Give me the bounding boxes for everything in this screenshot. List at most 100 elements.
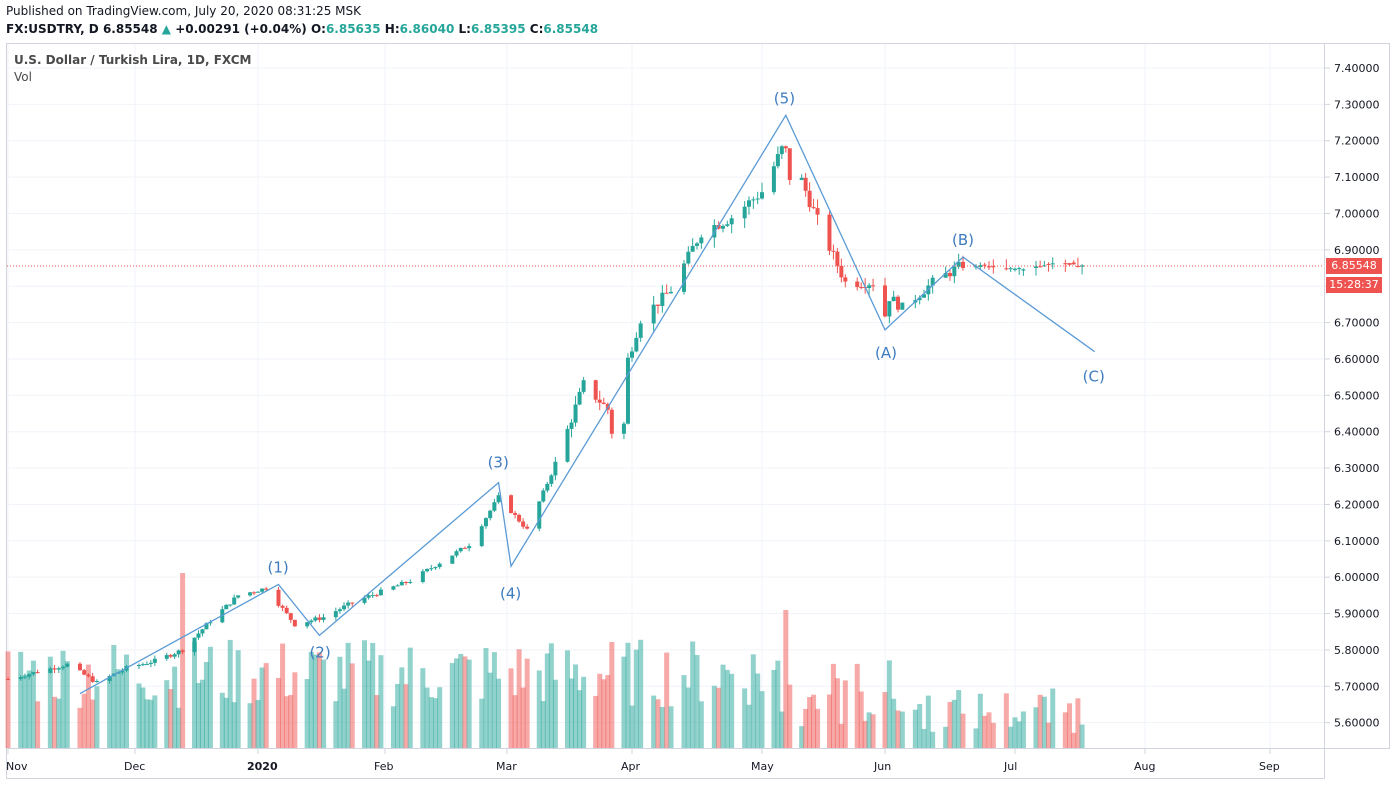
x-tick-label: Mar	[496, 760, 517, 773]
candle-body	[228, 604, 233, 606]
candle-body	[56, 668, 61, 670]
candle-body	[1063, 263, 1068, 265]
candle-body	[517, 514, 522, 522]
candle-body	[454, 551, 459, 556]
volume-bar	[462, 656, 468, 748]
time-axis[interactable]	[6, 749, 1325, 779]
volume-bar	[917, 704, 923, 748]
volume-bar	[977, 693, 983, 748]
volume-bar	[407, 647, 413, 748]
volume-bar	[973, 728, 979, 748]
volume-bar	[1016, 721, 1022, 748]
volume-bar	[870, 714, 876, 748]
candle-body	[488, 510, 493, 519]
volume-bar	[496, 678, 502, 748]
candle-body	[573, 404, 578, 423]
wave-label: (A)	[875, 344, 897, 362]
candle-body	[887, 301, 892, 317]
candle-body	[930, 277, 935, 286]
candle-body	[771, 166, 776, 193]
volume-bar	[516, 649, 522, 748]
volume-bar	[638, 639, 644, 748]
candle-body	[747, 200, 751, 207]
candle-body	[525, 526, 530, 529]
volume-bar	[609, 641, 615, 748]
candle-body	[35, 672, 40, 674]
volume-bar	[552, 679, 558, 748]
volume-bar	[943, 726, 949, 748]
candle-body	[651, 304, 656, 324]
candle-body	[18, 677, 23, 680]
candle-body	[597, 399, 602, 403]
countdown-label: 15:28:37	[1326, 277, 1382, 293]
volume-bar	[424, 687, 430, 748]
candle-body	[1042, 265, 1047, 267]
volume-bar	[349, 663, 355, 748]
volume-bar	[119, 671, 125, 748]
y-tick-label: 7.10000	[1334, 171, 1380, 184]
low-label: L:	[458, 22, 471, 36]
wave-label: (1)	[267, 558, 288, 576]
high-value: 6.86040	[399, 22, 455, 36]
volume-bar	[284, 696, 290, 748]
volume-bar	[77, 707, 83, 748]
volume-bar	[925, 695, 931, 748]
volume-bar	[52, 696, 58, 748]
candle-body	[1013, 268, 1017, 270]
volume-bar	[247, 703, 253, 748]
volume-bar	[540, 701, 546, 748]
wave-label: (B)	[952, 231, 974, 249]
candle-body	[284, 607, 289, 614]
candle-body	[634, 337, 639, 352]
change-value: +0.00291 (+0.04%)	[175, 22, 307, 36]
candle-body	[479, 526, 484, 547]
volume-bar	[775, 660, 781, 748]
x-tick-label: Nov	[6, 760, 28, 773]
volume-bar	[685, 687, 691, 748]
candle-body	[577, 391, 582, 405]
volume-bar	[1041, 696, 1047, 748]
volume-bar	[512, 695, 518, 748]
candle-body	[690, 245, 695, 252]
volume-bar	[544, 653, 550, 748]
volume-bar	[1003, 693, 1009, 748]
candle-body	[716, 225, 721, 229]
candle-body	[509, 495, 514, 514]
candle-body	[200, 629, 205, 634]
volume-bar	[956, 690, 962, 748]
candle-body	[1080, 265, 1085, 267]
candle-body	[292, 619, 297, 627]
candle-body	[896, 296, 900, 310]
plot-area[interactable]	[6, 43, 1325, 749]
candle-body	[987, 266, 991, 268]
volume-bar	[746, 704, 752, 748]
candle-body	[760, 192, 764, 199]
candle-body	[264, 588, 269, 590]
volume-bar	[152, 695, 158, 748]
candle-body	[317, 617, 322, 620]
volume-bar	[304, 679, 310, 748]
wave-label: (2)	[309, 643, 330, 661]
y-tick-label: 6.30000	[1334, 462, 1380, 475]
close-label: C:	[529, 22, 544, 36]
volume-bar	[176, 707, 182, 748]
x-tick-label: Feb	[374, 760, 393, 773]
candle-body	[593, 380, 598, 400]
y-tick-label: 7.40000	[1334, 62, 1380, 75]
y-tick-label: 5.90000	[1334, 608, 1380, 621]
candle-body	[656, 304, 660, 306]
volume-bar	[81, 693, 87, 748]
volume-bar	[655, 699, 661, 748]
volume-legend: Vol	[14, 70, 32, 84]
candle-body	[260, 588, 265, 592]
volume-bar	[124, 654, 130, 748]
price-axis[interactable]	[1325, 43, 1390, 749]
volume-bar	[651, 695, 657, 748]
x-tick-label: Dec	[124, 760, 145, 773]
candle-body	[90, 676, 95, 682]
high-label: H:	[384, 22, 400, 36]
candle-body	[1021, 269, 1026, 271]
candle-body	[775, 154, 780, 167]
volume-bar	[280, 643, 286, 748]
volume-bar	[168, 689, 174, 748]
